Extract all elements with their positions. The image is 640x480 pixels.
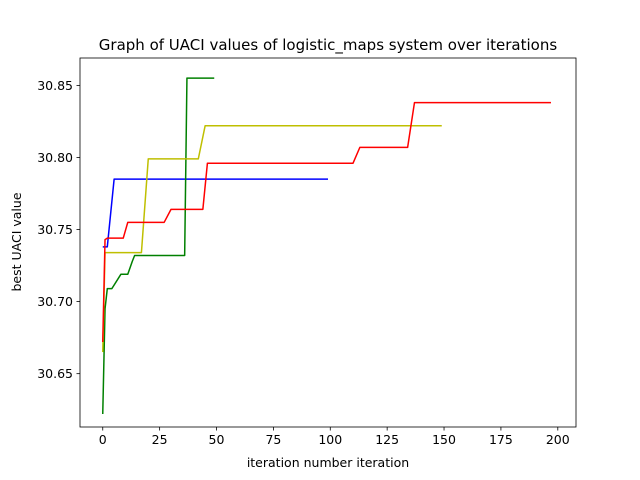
x-axis: 0 25 50 75 100 125 150 175 200 [99,427,570,447]
y-tick-label: 30.75 [37,222,73,237]
y-tick-label: 30.85 [37,78,73,93]
chart-title: Graph of UACI values of logistic_maps sy… [99,36,558,55]
x-tick-label: 75 [265,432,281,447]
x-tick-label: 200 [546,432,570,447]
x-tick-label: 0 [99,432,107,447]
y-tick-label: 30.80 [37,150,73,165]
y-tick-label: 30.70 [37,294,73,309]
x-tick-label: 125 [375,432,399,447]
x-tick-label: 150 [432,432,456,447]
x-tick-label: 100 [318,432,342,447]
y-tick-label: 30.65 [37,366,73,381]
y-axis: 30.65 30.70 30.75 30.80 30.85 [37,78,80,381]
x-tick-label: 175 [489,432,513,447]
x-axis-label: iteration number iteration [247,455,409,470]
x-tick-label: 50 [209,432,225,447]
x-tick-label: 25 [152,432,168,447]
y-axis-label: best UACI value [9,192,24,291]
plot-area-background [80,58,576,427]
